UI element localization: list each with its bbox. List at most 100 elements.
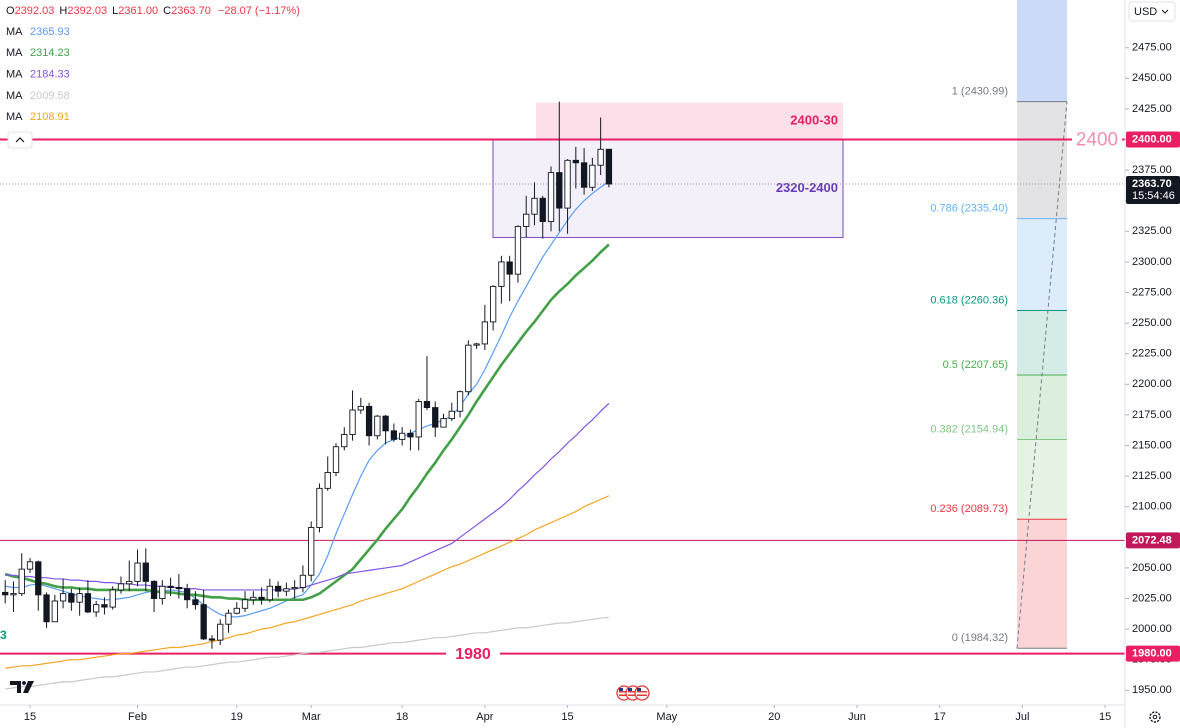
ohlc-key: C bbox=[163, 5, 171, 17]
legend-name: MA bbox=[6, 90, 23, 102]
ohlc-header: O2392.03 H2392.03 L2361.00 C2363.70 −28.… bbox=[6, 5, 300, 123]
candle-body bbox=[423, 401, 431, 409]
y-tick-label: 2275.00 bbox=[1132, 286, 1172, 298]
countdown: 15:54:46 bbox=[1132, 190, 1175, 202]
candle-body bbox=[407, 432, 414, 438]
flag-stripe bbox=[619, 694, 629, 696]
candle-body bbox=[523, 213, 530, 227]
candle-body bbox=[547, 172, 555, 222]
fib-level-label: 1 (2430.99) bbox=[952, 86, 1008, 98]
y-tick-label: 1950.00 bbox=[1132, 684, 1172, 696]
candle-body bbox=[481, 321, 489, 345]
settings-button[interactable] bbox=[1149, 711, 1161, 723]
legend-value: 2314.23 bbox=[30, 47, 70, 59]
flag-canton bbox=[628, 688, 632, 691]
candle-body bbox=[84, 593, 92, 613]
candle-body bbox=[167, 585, 174, 588]
x-tick-label: Feb bbox=[128, 711, 147, 723]
edge-label: 3 bbox=[0, 628, 7, 642]
candle-body bbox=[308, 527, 315, 576]
candle-body bbox=[589, 164, 596, 188]
flag-canton bbox=[637, 688, 641, 691]
candle-body bbox=[68, 593, 75, 603]
currency-button[interactable]: USD bbox=[1128, 1, 1176, 22]
ohlc-text: O2392.03 H2392.03 L2361.00 C2363.70 −28.… bbox=[6, 5, 300, 17]
legend-name: MA bbox=[6, 69, 23, 81]
candle-body bbox=[117, 583, 125, 591]
candle-body bbox=[556, 172, 563, 209]
candle-body bbox=[440, 418, 447, 428]
legend-value: 2365.93 bbox=[30, 26, 70, 38]
fib-level-label: 0 (1984.32) bbox=[952, 632, 1008, 644]
legend-value: 2184.33 bbox=[30, 69, 70, 81]
legend-value: 2108.91 bbox=[30, 111, 70, 123]
candle-body bbox=[357, 405, 364, 411]
y-tick-label: 2175.00 bbox=[1132, 409, 1172, 421]
candle-body bbox=[365, 405, 373, 437]
candle-body bbox=[134, 562, 141, 582]
flag-stripe bbox=[637, 691, 647, 693]
button-frame bbox=[7, 131, 33, 149]
candle-body bbox=[258, 596, 265, 601]
axis-price-label: 2072.48 bbox=[1132, 534, 1172, 546]
fib-level-label: 0.618 (2260.36) bbox=[930, 294, 1008, 306]
candle-body bbox=[374, 415, 381, 437]
y-tick-label: 2150.00 bbox=[1132, 439, 1172, 451]
candle-body bbox=[539, 197, 546, 222]
moving-average-line bbox=[5, 616, 609, 690]
candle-body bbox=[59, 593, 67, 602]
y-tick-label: 2375.00 bbox=[1132, 164, 1172, 176]
y-tick-label: 2250.00 bbox=[1132, 317, 1172, 329]
fib-level-label: 0.236 (2089.73) bbox=[930, 503, 1008, 515]
events-icon[interactable] bbox=[616, 685, 650, 701]
fib-level-label: 0.382 (2154.94) bbox=[930, 423, 1008, 435]
moving-average-line bbox=[5, 403, 610, 591]
y-tick-label: 2100.00 bbox=[1132, 501, 1172, 513]
candle-body bbox=[159, 585, 166, 599]
collapse-button[interactable] bbox=[7, 131, 33, 149]
ohlc-value: 2361.00 bbox=[118, 5, 158, 17]
candle-body bbox=[489, 285, 497, 323]
candle-body bbox=[26, 561, 34, 570]
moving-average-line bbox=[5, 180, 610, 618]
y-tick-label: 2475.00 bbox=[1132, 42, 1172, 54]
candle-body bbox=[51, 600, 58, 623]
y-tick-label: 2325.00 bbox=[1132, 225, 1172, 237]
candle-body bbox=[266, 585, 273, 601]
ohlc-key: L bbox=[112, 5, 118, 17]
moving-average-line bbox=[5, 495, 610, 669]
x-tick-label: May bbox=[656, 711, 677, 723]
candle-body bbox=[101, 604, 108, 608]
candle-body bbox=[208, 638, 216, 641]
ohlc-value: 2363.70 bbox=[171, 5, 211, 17]
y-tick-label: 2025.00 bbox=[1132, 592, 1172, 604]
change: −28.07 (−1.17%) bbox=[218, 5, 300, 17]
x-tick-label: 18 bbox=[396, 711, 408, 723]
candle-body bbox=[316, 487, 323, 528]
candle-body bbox=[18, 568, 25, 595]
currency-label: USD bbox=[1134, 6, 1157, 18]
axis-price-label: 2400.00 bbox=[1132, 133, 1172, 145]
candle-body bbox=[10, 593, 17, 596]
candle-body bbox=[448, 410, 455, 420]
ohlc-key: O bbox=[6, 5, 15, 17]
candle-body bbox=[43, 594, 50, 623]
candle-body bbox=[225, 612, 232, 625]
fib-level-label: 0.786 (2335.40) bbox=[930, 203, 1008, 215]
candle-body bbox=[241, 599, 249, 609]
flag-canton bbox=[619, 688, 623, 691]
x-tick-label: 15 bbox=[1099, 711, 1111, 723]
candle-body bbox=[597, 148, 604, 166]
fib-band-top bbox=[1017, 0, 1067, 102]
candle-body bbox=[514, 225, 522, 275]
axis-price-box bbox=[1126, 175, 1180, 204]
label-bg bbox=[446, 643, 500, 664]
fib-band bbox=[1017, 101, 1067, 219]
y-tick-label: 2125.00 bbox=[1132, 470, 1172, 482]
legend-name: MA bbox=[6, 26, 23, 38]
candle-body bbox=[109, 589, 116, 608]
candle-body bbox=[390, 430, 398, 440]
candle-body bbox=[349, 409, 356, 435]
flag-stripe bbox=[619, 691, 629, 693]
